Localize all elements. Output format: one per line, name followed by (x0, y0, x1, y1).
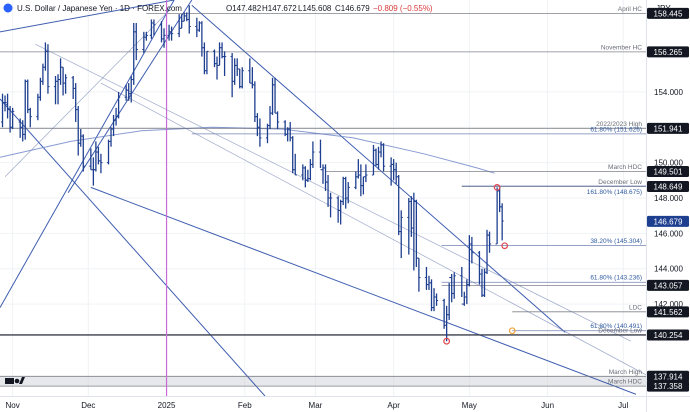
price-tag (647, 7, 689, 19)
level-label: 61.80% (143.236) (590, 275, 642, 282)
level-label: November HC (601, 44, 642, 51)
price-tag (647, 122, 689, 134)
chart-title: U.S. Dollar / Japanese Yen · 1D · FOREX.… (17, 4, 182, 13)
price-tick-label: 150.000 (654, 159, 683, 168)
level-label: 161.80% (148.675) (587, 189, 642, 196)
time-tick-label: Dec (81, 401, 95, 410)
price-tag (647, 329, 689, 341)
symbol-logo-icon (3, 3, 13, 13)
trend-channel-line (90, 186, 637, 395)
time-tick-label: Apr (387, 401, 400, 410)
price-tick-label: 154.000 (654, 88, 683, 97)
trend-channel-line (0, 0, 175, 33)
time-tick-label: Mar (309, 401, 323, 410)
ohlc-close: C146.679 (335, 4, 370, 13)
tradingview-logo (5, 377, 25, 384)
price-tag-label: 137.358 (654, 382, 683, 391)
time-tick-label: Feb (238, 401, 252, 410)
ohlc-open: O147.482 (226, 4, 262, 13)
price-tag (647, 215, 689, 227)
price-tag (647, 380, 689, 392)
chart-header: U.S. Dollar / Japanese Yen · 1D · FOREX.… (3, 3, 671, 13)
price-tick-label: 144.000 (654, 265, 683, 274)
time-tick-label: Jul (618, 401, 628, 410)
price-tag (647, 306, 689, 318)
price-tag-label: 141.562 (654, 308, 683, 317)
price-tick-label: 146.000 (654, 229, 683, 238)
level-label: December Low (598, 327, 642, 334)
price-tag-label: 151.941 (654, 124, 683, 133)
chart-plot-area (0, 0, 646, 396)
price-tag-label: 148.649 (654, 183, 683, 192)
time-tick-label: Nov (6, 401, 20, 410)
trend-channel-line (35, 43, 632, 342)
trend-channel-line (0, 0, 175, 308)
moving-average-line (0, 126, 495, 174)
pivot-marker (443, 337, 451, 345)
level-label: 2022/2023 High (596, 121, 642, 128)
level-label: 38.20% (145.304) (590, 238, 642, 245)
time-axis: Nov Dec 2025 Feb Mar Apr May Jun Jul (6, 401, 629, 410)
price-tag-label: 156.265 (654, 48, 683, 57)
price-tick-label: 148.000 (654, 194, 683, 203)
price-tick-label: 142.000 (654, 300, 683, 309)
time-tick-label: 2025 (158, 401, 176, 410)
price-tag (647, 279, 689, 291)
pivot-marker (493, 183, 501, 191)
price-tag (647, 165, 689, 177)
level-label: December Low (598, 179, 642, 186)
pivot-marker (501, 242, 509, 250)
ohlc-change: −0.809 (−0.55%) (373, 4, 433, 13)
support-band (0, 376, 646, 387)
trend-channel-line (100, 82, 646, 376)
ohlc-low: L145.608 (298, 4, 332, 13)
pivot-marker (508, 327, 516, 335)
price-tag-label: 158.445 (654, 9, 683, 18)
currency-label: JPY (656, 4, 671, 13)
trend-channel-line (0, 98, 266, 396)
price-tag-label: 143.057 (654, 281, 683, 290)
level-label: LDC (629, 304, 642, 311)
price-tag (647, 370, 689, 382)
ohlc-bars (0, 5, 504, 342)
price-tag-label: 140.254 (654, 331, 683, 340)
time-tick-label: Jun (541, 401, 554, 410)
level-label: March HDC (608, 164, 642, 171)
price-axis: 154.000152.000150.000148.000146.000144.0… (647, 7, 689, 392)
price-tag (647, 46, 689, 58)
tv-logo-dot (14, 378, 20, 384)
price-tag-label: 146.679 (654, 217, 683, 226)
level-label: 61.80% (140.491) (590, 323, 642, 330)
time-tick-label: May (462, 401, 477, 410)
level-label: April HC (618, 6, 643, 13)
price-tag-label: 137.914 (654, 372, 683, 381)
ohlc-high: H147.672 (262, 4, 297, 13)
price-tag-label: 149.501 (654, 167, 683, 176)
tv-logo-slash (19, 377, 25, 384)
level-label: March HDC (608, 379, 642, 386)
price-tag (647, 181, 689, 193)
trend-channel-line (4, 10, 170, 178)
level-label: March High (609, 369, 643, 376)
tv-logo-block (5, 378, 14, 384)
level-label: 61.80% (151.626) (590, 126, 642, 133)
